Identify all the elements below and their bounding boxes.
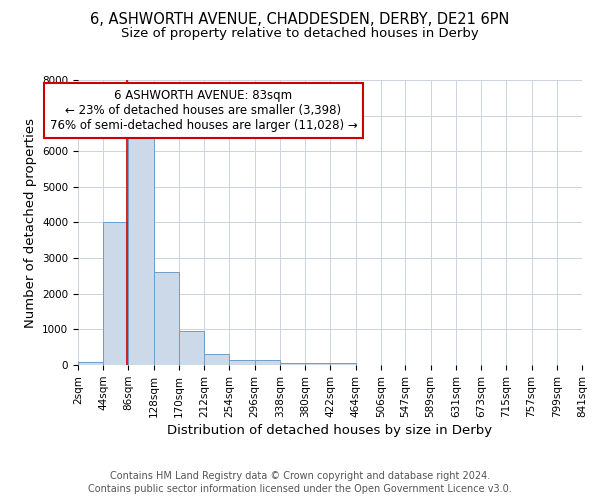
- X-axis label: Distribution of detached houses by size in Derby: Distribution of detached houses by size …: [167, 424, 493, 437]
- Bar: [229, 360, 254, 365]
- Text: 6 ASHWORTH AVENUE: 83sqm
← 23% of detached houses are smaller (3,398)
76% of sem: 6 ASHWORTH AVENUE: 83sqm ← 23% of detach…: [50, 89, 358, 132]
- Bar: [305, 363, 331, 365]
- Bar: [254, 360, 280, 365]
- Bar: [128, 130, 154, 365]
- Text: Contains HM Land Registry data © Crown copyright and database right 2024.: Contains HM Land Registry data © Crown c…: [110, 471, 490, 481]
- Bar: [204, 354, 229, 365]
- Y-axis label: Number of detached properties: Number of detached properties: [23, 118, 37, 328]
- Bar: [154, 272, 179, 365]
- Bar: [103, 222, 128, 365]
- Text: Size of property relative to detached houses in Derby: Size of property relative to detached ho…: [121, 28, 479, 40]
- Bar: [78, 362, 103, 365]
- Bar: [179, 331, 204, 365]
- Text: Contains public sector information licensed under the Open Government Licence v3: Contains public sector information licen…: [88, 484, 512, 494]
- Bar: [331, 363, 356, 365]
- Bar: [280, 362, 305, 365]
- Text: 6, ASHWORTH AVENUE, CHADDESDEN, DERBY, DE21 6PN: 6, ASHWORTH AVENUE, CHADDESDEN, DERBY, D…: [91, 12, 509, 28]
